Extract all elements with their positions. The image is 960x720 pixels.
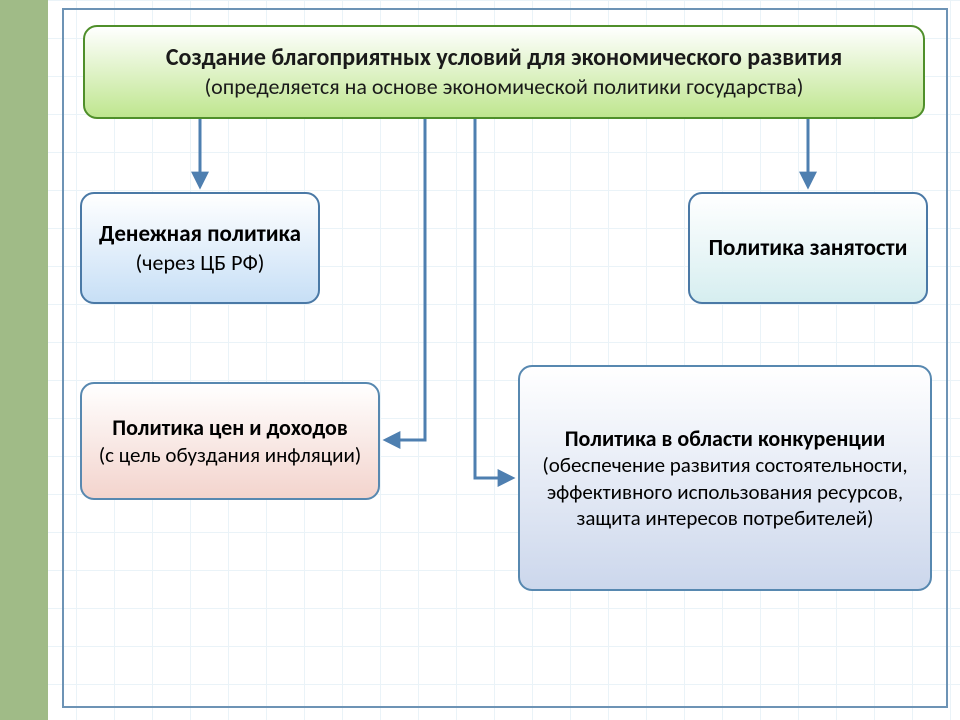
monetary-title: Денежная политика [96,220,304,249]
employment-policy-node: Политика занятости [688,192,928,304]
employment-title: Политика занятости [704,234,912,263]
competition-policy-node: Политика в области конкуренции (обеспече… [518,365,932,591]
monetary-policy-node: Денежная политика (через ЦБ РФ) [80,192,320,304]
root-subtitle: (определяется на основе экономической по… [99,73,909,101]
monetary-subtitle: (через ЦБ РФ) [96,249,304,277]
prices-title: Политика цен и доходов [96,414,364,442]
prices-subtitle: (с цель обуздания инфляции) [96,442,364,468]
prices-policy-node: Политика цен и доходов (с цель обуздания… [80,382,380,500]
root-title: Создание благоприятных условий для эконо… [99,43,909,73]
sidebar-decoration [0,0,48,720]
competition-title: Политика в области конкуренции [534,425,916,453]
root-node: Создание благоприятных условий для эконо… [83,25,925,119]
competition-subtitle: (обеспечение развития состоятельности, э… [534,452,916,531]
